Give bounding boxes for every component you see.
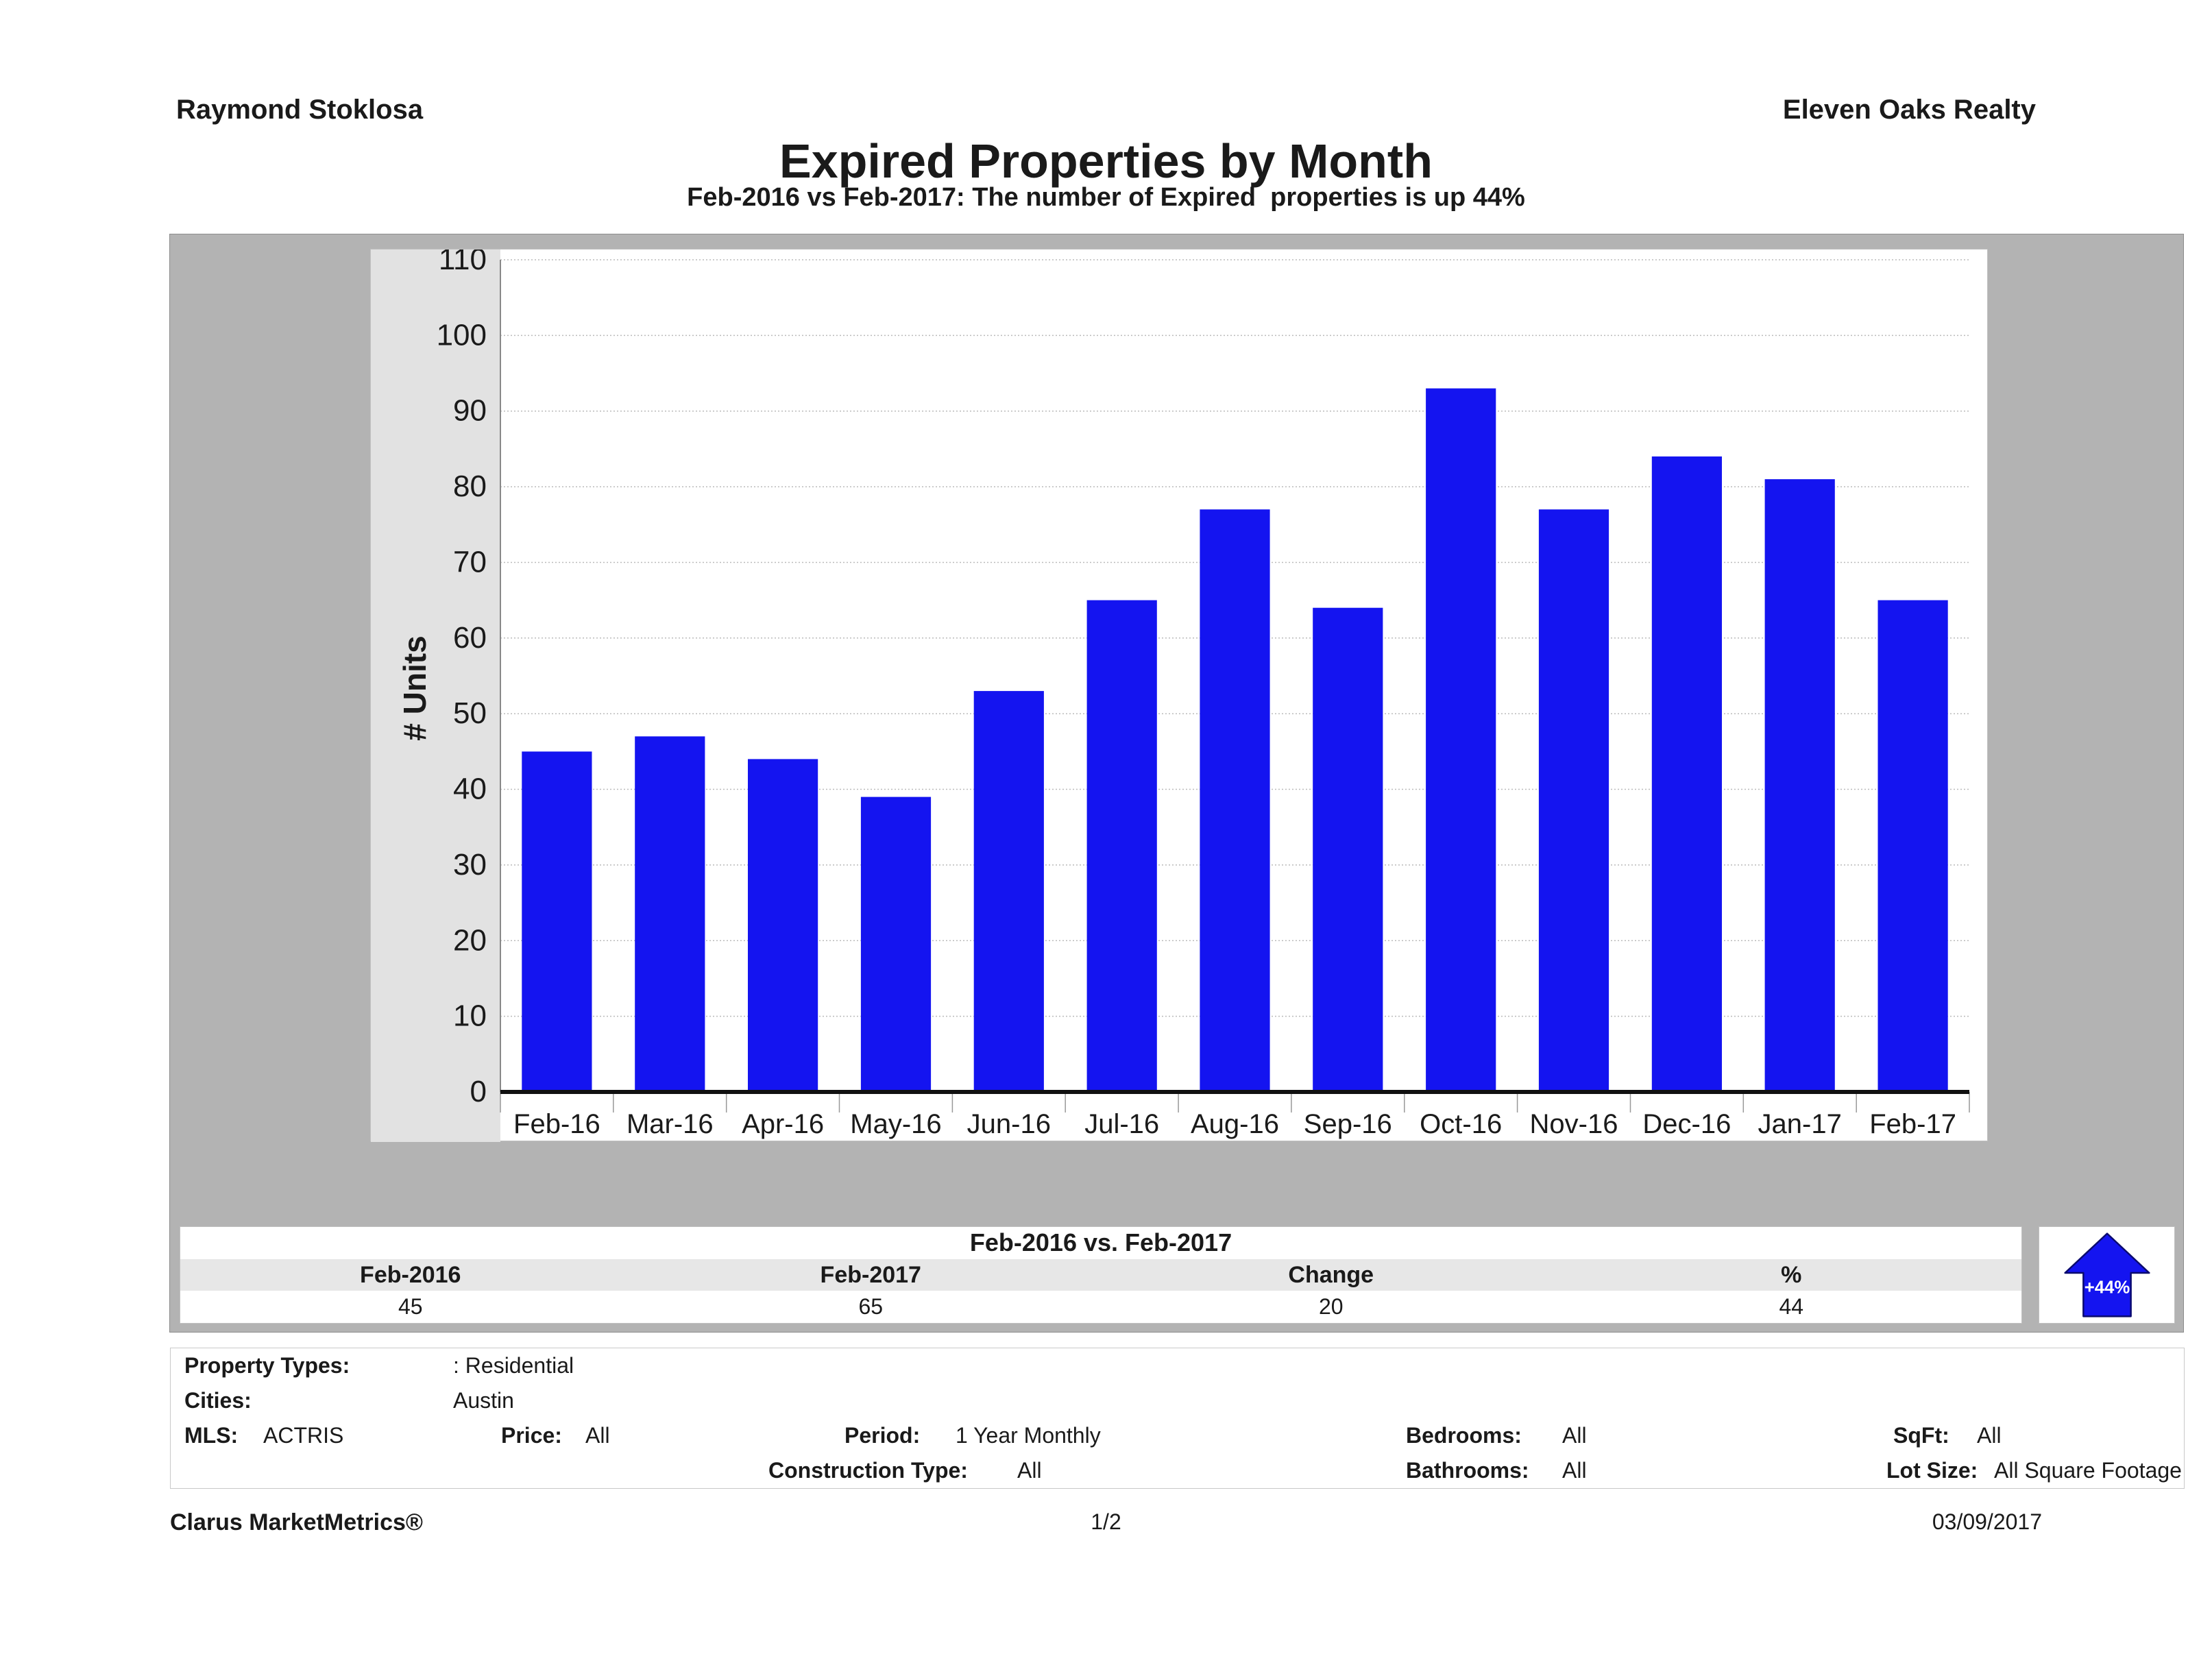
svg-text:10: 10 bbox=[453, 999, 487, 1033]
svg-text:Jan-17: Jan-17 bbox=[1758, 1109, 1842, 1139]
svg-text:70: 70 bbox=[453, 546, 487, 579]
svg-text:60: 60 bbox=[453, 621, 487, 655]
svg-text:Mar-16: Mar-16 bbox=[627, 1109, 714, 1139]
svg-text:Aug-16: Aug-16 bbox=[1191, 1109, 1279, 1139]
svg-text:May-16: May-16 bbox=[850, 1109, 941, 1139]
svg-text:Sep-16: Sep-16 bbox=[1304, 1109, 1392, 1139]
svg-text:Nov-16: Nov-16 bbox=[1530, 1109, 1618, 1139]
svg-text:100: 100 bbox=[437, 318, 487, 352]
svg-text:40: 40 bbox=[453, 773, 487, 806]
svg-text:30: 30 bbox=[453, 848, 487, 881]
svg-text:Feb-17: Feb-17 bbox=[1869, 1109, 1956, 1139]
svg-text:# Units: # Units bbox=[397, 635, 433, 740]
svg-text:80: 80 bbox=[453, 470, 487, 503]
svg-text:110: 110 bbox=[439, 250, 487, 276]
svg-text:+44%: +44% bbox=[2085, 1278, 2130, 1298]
svg-text:Apr-16: Apr-16 bbox=[742, 1109, 824, 1139]
svg-text:90: 90 bbox=[453, 394, 487, 428]
svg-text:20: 20 bbox=[453, 923, 487, 957]
svg-text:0: 0 bbox=[470, 1075, 487, 1108]
svg-text:Jul-16: Jul-16 bbox=[1084, 1109, 1159, 1139]
svg-text:Jun-16: Jun-16 bbox=[967, 1109, 1051, 1139]
svg-text:50: 50 bbox=[453, 696, 487, 730]
svg-text:Dec-16: Dec-16 bbox=[1642, 1109, 1731, 1139]
svg-text:Oct-16: Oct-16 bbox=[1420, 1109, 1502, 1139]
svg-text:Feb-16: Feb-16 bbox=[513, 1109, 600, 1139]
